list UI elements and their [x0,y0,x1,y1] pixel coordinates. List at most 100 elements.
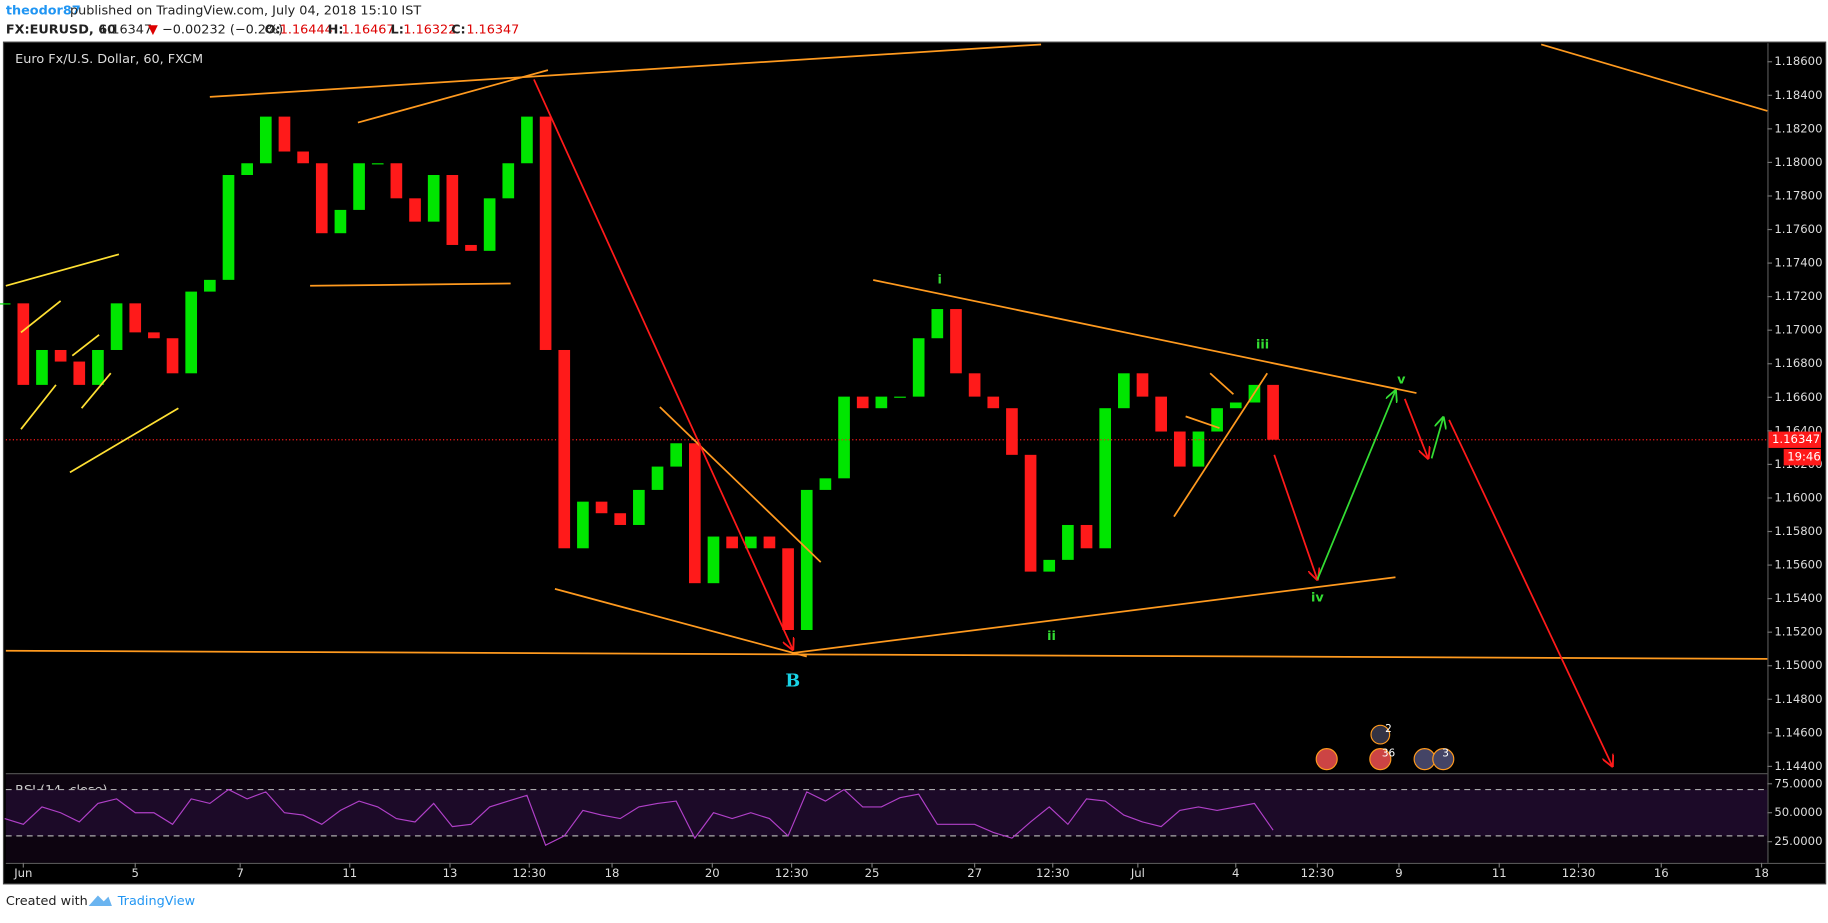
drawings [5,43,1768,766]
y-tick-label: 1.14800 [1774,692,1822,706]
change-arrow: ▼ [148,22,158,37]
symbol: FX:EURUSD, 60 [6,22,116,37]
event-icon[interactable] [1370,724,1391,745]
candle [0,303,11,305]
candle [166,338,179,374]
candle [688,443,701,584]
x-tick-label: 5 [132,866,139,880]
candle [577,501,589,549]
green-arrows [1316,391,1443,580]
candle [36,349,48,385]
candle [185,291,198,374]
wave-label: B [785,672,800,692]
y-tick-label: 1.15600 [1774,558,1822,572]
y-tick-label: 1.16800 [1774,356,1822,370]
candle [987,396,1000,409]
x-tick-label: 27 [967,866,982,880]
x-tick-label: 12:30 [1301,866,1335,880]
x-tick-label: 11 [1492,866,1507,880]
candle [521,116,533,164]
x-tick-label: 18 [1754,866,1769,880]
wave-label: ii [1047,629,1056,644]
candle [707,536,720,584]
rsi-band [5,789,1768,836]
y-tick-label: 1.16000 [1774,490,1822,504]
candle [838,396,850,479]
last-price-label: 1.16347 [1772,432,1820,446]
y-tick-label: 1.18400 [1774,88,1822,102]
candle [1043,559,1056,572]
x-tick-label: 20 [705,866,720,880]
event-icon[interactable] [1432,748,1455,771]
candle [856,396,869,409]
logo [88,895,112,907]
candle [334,209,347,234]
change: −0.00232 (−0.2%) [162,22,283,37]
candle [894,396,906,398]
x-tick-label: 4 [1232,866,1239,880]
candle [950,309,962,374]
wave-label: i [937,272,941,287]
last-price: 1.16347 [99,22,152,37]
y-tick-label: 1.15400 [1774,591,1822,605]
candle [763,536,776,549]
candle [558,349,571,549]
candle [1136,373,1149,397]
candle [782,548,794,630]
candle [371,163,384,165]
channel-lines [5,253,179,474]
candle [353,163,365,210]
footer-brand[interactable]: TradingView [117,894,195,909]
x-tick-label: 9 [1395,866,1402,880]
open: 1.16444 [280,22,333,37]
header-line-2: FX:EURUSD, 60 1.16347 ▼ −0.00232 (−0.2%)… [6,22,519,37]
x-tick-label: 25 [865,866,880,880]
countdown-label: 19:46 [1787,450,1821,464]
candle [148,332,160,339]
y-tick-label: 75.0000 [1774,776,1822,790]
high: 1.16467 [342,22,395,37]
red-arrows [533,79,1612,766]
candle [800,489,813,630]
trend-lines [5,43,1768,660]
x-tick-label: 7 [236,866,243,880]
x-tick-label: 16 [1654,866,1669,880]
y-tick-label: 1.14400 [1774,759,1822,773]
candle [73,361,86,385]
x-tick-label: 12:30 [1562,866,1596,880]
y-tick-label: 1.18000 [1774,155,1822,169]
wave-label: iii [1256,338,1269,353]
candle [912,338,925,397]
candle [1173,431,1186,467]
candle [670,443,683,467]
candle [1006,408,1018,455]
candle [1099,408,1112,549]
y-tick-label: 1.17200 [1774,289,1822,303]
event-icon[interactable] [1315,748,1338,771]
candle [241,163,253,176]
candle [726,536,738,549]
candle [1267,384,1279,440]
series-layer: 1.14400 1.14600 1.14800 1.15000 1.15200 1.154… [0,54,1823,880]
published: published on TradingView.com, July 04, 2… [70,3,421,18]
chart-title: Euro Fx/U.S. Dollar, 60, FXCM [15,52,203,67]
low: 1.16322 [403,22,456,37]
candle [1118,373,1130,409]
y-tick-label: 1.14600 [1774,725,1822,739]
candle [744,536,757,549]
event-icon[interactable] [1413,748,1436,771]
candle [110,303,123,350]
close-label: C: [451,22,466,37]
event-icon[interactable] [1369,748,1392,771]
event-count: 2 [1385,723,1392,735]
y-tick-label: 25.0000 [1774,834,1822,848]
candle [819,478,832,490]
event-count: 36 [1382,747,1396,759]
events: 2 36 3 [1315,723,1455,771]
candle [1192,431,1205,467]
y-tick-label: 1.18200 [1774,121,1822,135]
candle [409,198,421,222]
user[interactable]: theodor87 [6,3,81,18]
event-count: 3 [1442,747,1449,759]
